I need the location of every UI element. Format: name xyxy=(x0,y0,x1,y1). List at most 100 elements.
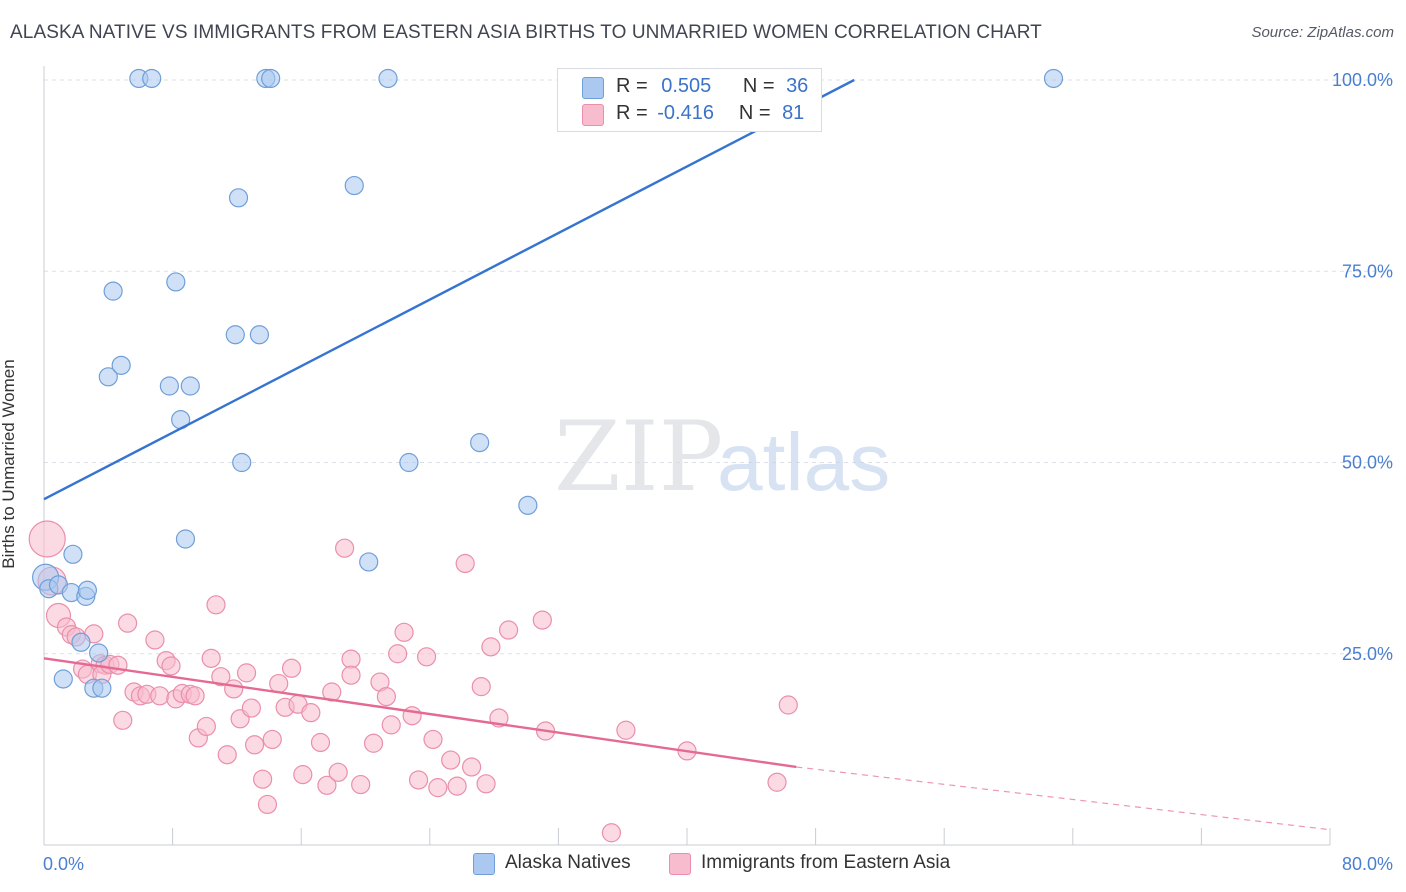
data-point-immigrants-eastern-asia xyxy=(150,686,170,706)
data-point-alaska-natives xyxy=(180,376,200,396)
data-point-immigrants-eastern-asia xyxy=(185,686,205,706)
watermark: ZIP atlas xyxy=(554,401,890,513)
chart-title: ALASKA NATIVE VS IMMIGRANTS FROM EASTERN… xyxy=(10,22,1042,43)
data-point-immigrants-eastern-asia xyxy=(767,772,787,792)
x-tick-label-max: 80.0% xyxy=(1342,854,1393,874)
data-point-immigrants-eastern-asia xyxy=(108,655,128,675)
data-point-alaska-natives xyxy=(92,678,112,698)
data-point-immigrants-eastern-asia xyxy=(113,710,133,730)
data-point-immigrants-eastern-asia xyxy=(423,729,443,750)
data-point-immigrants-eastern-asia xyxy=(416,647,437,667)
data-point-immigrants-eastern-asia xyxy=(117,613,138,633)
data-point-immigrants-eastern-asia xyxy=(161,656,181,676)
data-point-immigrants-eastern-asia xyxy=(532,610,552,630)
data-point-immigrants-eastern-asia xyxy=(441,750,461,770)
data-point-immigrants-eastern-asia xyxy=(428,778,448,798)
legend-r-value: 0.505 xyxy=(661,75,712,97)
trend-line-alaska-natives xyxy=(43,78,855,501)
y-axis-label: Births to Unmarried Women xyxy=(0,359,18,569)
legend-swatch-pink xyxy=(669,853,691,875)
data-point-immigrants-eastern-asia xyxy=(269,673,289,694)
y-tick-label: 100.0% xyxy=(1332,70,1393,90)
data-point-immigrants-eastern-asia xyxy=(262,729,282,750)
data-point-immigrants-eastern-asia xyxy=(408,770,429,790)
trend-line-extension-immigrants-eastern-asia xyxy=(796,766,1331,831)
legend-swatch-blue xyxy=(473,853,495,875)
trend-line-immigrants-eastern-asia xyxy=(43,657,797,769)
data-point-immigrants-eastern-asia xyxy=(211,667,231,687)
data-point-immigrants-eastern-asia xyxy=(301,703,321,723)
data-point-alaska-natives xyxy=(71,632,91,652)
data-point-alaska-natives xyxy=(518,495,538,515)
data-point-alaska-natives xyxy=(228,188,249,208)
data-point-immigrants-eastern-asia xyxy=(498,620,519,640)
data-point-immigrants-eastern-asia xyxy=(217,745,237,765)
data-point-alaska-natives xyxy=(159,376,179,396)
data-point-immigrants-eastern-asia xyxy=(447,776,467,796)
legend-n-value: 36 xyxy=(786,75,809,97)
data-point-immigrants-eastern-asia xyxy=(206,595,226,615)
data-point-immigrants-eastern-asia xyxy=(328,762,348,782)
y-tick-label: 75.0% xyxy=(1342,261,1393,281)
data-point-alaska-natives xyxy=(63,544,83,564)
data-point-immigrants-eastern-asia xyxy=(28,520,66,558)
data-point-alaska-natives xyxy=(53,669,73,689)
data-point-immigrants-eastern-asia xyxy=(281,658,302,678)
data-point-alaska-natives xyxy=(232,452,252,473)
source-label: Source: ZipAtlas.com xyxy=(1251,24,1394,41)
data-point-immigrants-eastern-asia xyxy=(335,538,355,558)
legend-n-label: N = xyxy=(738,102,771,124)
data-point-immigrants-eastern-asia xyxy=(196,716,216,737)
grid-layer xyxy=(44,79,1395,655)
data-point-alaska-natives xyxy=(261,68,281,89)
legend-swatch-blue xyxy=(582,77,604,99)
data-point-immigrants-eastern-asia xyxy=(376,686,396,707)
data-point-immigrants-eastern-asia xyxy=(481,637,501,657)
data-point-immigrants-eastern-asia xyxy=(351,774,371,795)
series-immigrants-eastern-asia-points xyxy=(28,520,798,843)
data-point-alaska-natives xyxy=(111,355,131,375)
data-point-alaska-natives xyxy=(225,325,245,345)
data-point-immigrants-eastern-asia xyxy=(601,823,622,843)
axes-layer xyxy=(43,66,1331,846)
data-point-immigrants-eastern-asia xyxy=(381,715,401,735)
tick-labels: 25.0% 50.0% 75.0% 100.0% 0.0% 80.0% xyxy=(43,70,1393,874)
data-point-immigrants-eastern-asia xyxy=(201,648,221,668)
data-point-alaska-natives xyxy=(378,68,398,89)
data-point-alaska-natives xyxy=(399,452,419,473)
data-point-immigrants-eastern-asia xyxy=(616,720,636,740)
data-point-immigrants-eastern-asia xyxy=(145,630,165,650)
data-point-alaska-natives xyxy=(359,552,379,572)
data-point-alaska-natives xyxy=(1043,68,1064,89)
data-point-immigrants-eastern-asia xyxy=(293,765,313,785)
data-point-alaska-natives xyxy=(142,68,162,89)
data-point-immigrants-eastern-asia xyxy=(317,775,337,795)
legend-r-label: R = xyxy=(616,102,648,124)
data-point-immigrants-eastern-asia xyxy=(236,663,257,683)
data-point-immigrants-eastern-asia xyxy=(394,622,414,642)
data-point-immigrants-eastern-asia xyxy=(471,677,491,697)
data-point-alaska-natives xyxy=(77,580,98,600)
legend-n-value: 81 xyxy=(782,102,805,124)
data-point-immigrants-eastern-asia xyxy=(224,679,244,699)
data-point-immigrants-eastern-asia xyxy=(341,649,361,669)
data-point-immigrants-eastern-asia xyxy=(388,644,408,664)
data-point-immigrants-eastern-asia xyxy=(310,732,331,753)
data-point-immigrants-eastern-asia xyxy=(241,698,261,718)
data-point-alaska-natives xyxy=(175,529,196,549)
watermark-zip: ZIP xyxy=(554,401,723,513)
data-point-immigrants-eastern-asia xyxy=(257,794,278,815)
data-point-immigrants-eastern-asia xyxy=(476,774,496,794)
data-point-alaska-natives xyxy=(249,325,270,345)
series-legend: Alaska Natives Immigrants from Eastern A… xyxy=(0,851,1406,877)
data-point-immigrants-eastern-asia xyxy=(341,665,361,685)
data-point-immigrants-eastern-asia xyxy=(244,735,265,755)
data-point-alaska-natives xyxy=(470,433,490,453)
legend-swatch-pink xyxy=(582,104,604,126)
legend-r-label: R = xyxy=(616,75,648,97)
series-alaska-natives-points xyxy=(32,68,1064,698)
y-tick-label: 50.0% xyxy=(1342,453,1393,473)
legend-label-immigrants-eastern-asia: Immigrants from Eastern Asia xyxy=(701,852,951,873)
data-point-immigrants-eastern-asia xyxy=(455,553,475,574)
